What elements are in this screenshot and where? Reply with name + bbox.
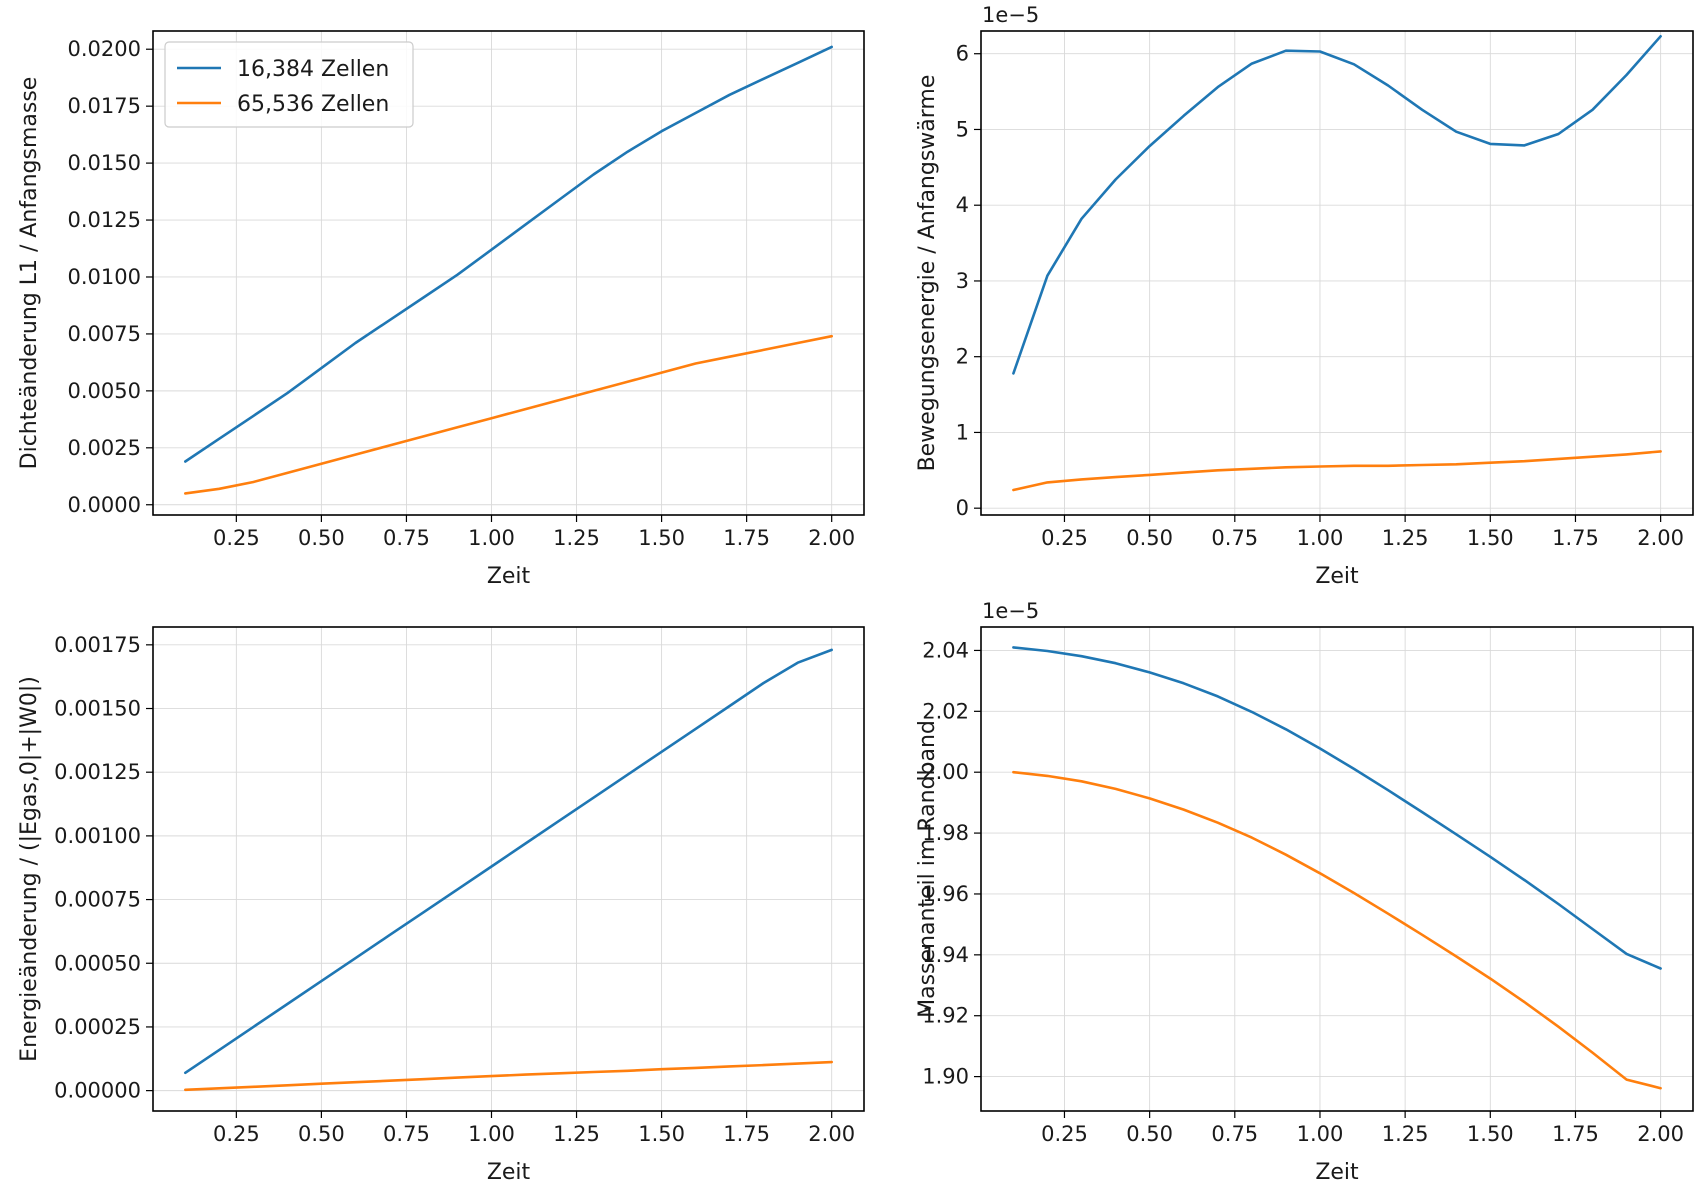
x-tick-label: 0.25 [213,1122,260,1146]
y-tick-label: 1.94 [922,943,969,967]
y-tick-label: 0.0025 [68,436,141,460]
series-line-2 [1012,770,1662,1090]
y-tick-label: 3 [956,269,969,293]
x-tick-label: 2.00 [1637,526,1684,550]
x-tick-label: 1.50 [638,526,685,550]
axes-frame [980,626,1694,1112]
x-tick-label: 1.50 [1467,526,1514,550]
y-tick-label: 0.0000 [68,493,141,517]
y-tick-label: 0.00100 [54,824,141,848]
series-line-2 [1012,450,1662,492]
x-tick-label: 1.25 [1382,526,1429,550]
y-tick-label: 0 [956,496,969,520]
x-tick-label: 1.25 [1382,1122,1429,1146]
x-axis-label: Zeit [487,1160,531,1185]
x-tick-label: 1.00 [1297,1122,1344,1146]
y-tick-label: 0.00050 [54,951,141,975]
axes-frame [152,30,865,516]
x-tick-label: 1.75 [723,526,770,550]
x-axis-label: Zeit [487,564,531,589]
x-tick-label: 2.00 [808,1122,855,1146]
x-tick-label: 0.25 [1041,526,1088,550]
x-tick-label: 2.00 [808,526,855,550]
y-tick-label: 0.00175 [54,633,141,657]
x-tick-label: 1.00 [1297,526,1344,550]
y-tick-label: 2.00 [922,760,969,784]
y-tick-label: 1.92 [922,1004,969,1028]
y-tick-label: 0.0075 [68,322,141,346]
y-offset-label: 1e−5 [982,599,1039,623]
y-tick-label: 0.00150 [54,697,141,721]
x-tick-label: 0.50 [1126,1122,1173,1146]
x-tick-label: 1.25 [553,526,600,550]
legend: 16,384 Zellen 65,536 Zellen [164,41,414,128]
y-tick-label: 0.00125 [54,760,141,784]
x-tick-label: 1.75 [723,1122,770,1146]
x-tick-label: 1.75 [1552,526,1599,550]
y-tick-label: 0.0100 [68,265,141,289]
x-tick-label: 0.75 [383,1122,430,1146]
x-tick-label: 0.75 [383,526,430,550]
x-axis-label: Zeit [1315,1160,1359,1185]
x-tick-label: 1.50 [1467,1122,1514,1146]
axes-frame [980,30,1694,516]
y-axis-label: Energieänderung / (|Egas,0|+|W0|) [17,676,42,1062]
axes-frame [152,626,865,1112]
legend-box [164,41,414,128]
y-tick-label: 0.0175 [68,94,141,118]
y-tick-label: 2.02 [922,699,969,723]
y-axis-label: Dichteänderung L1 / Anfangsmasse [17,77,42,470]
y-tick-label: 2 [956,345,969,369]
x-tick-label: 1.25 [553,1122,600,1146]
y-tick-label: 1.98 [922,821,969,845]
y-tick-label: 0.0050 [68,379,141,403]
x-tick-label: 1.00 [468,1122,515,1146]
series-line-1 [184,45,834,463]
x-axis-label: Zeit [1315,564,1359,589]
y-axis-label: Bewegungsenergie / Anfangswärme [915,75,940,472]
chart-panel-1: 0.25 0.50 0.75 1.00 1.25 1.50 1.75 2.00 0.0000 0.… [17,30,865,589]
series-line-1 [1012,34,1662,375]
y-tick-label: 0.0150 [68,151,141,175]
legend-label-2: 65,536 Zellen [237,92,389,117]
y-tick-label: 6 [956,42,969,66]
y-tick-label: 0.00075 [54,888,141,912]
x-tick-label: 1.50 [638,1122,685,1146]
x-tick-label: 1.00 [468,526,515,550]
y-tick-label: 0.0125 [68,208,141,232]
chart-panel-3: 0.25 0.50 0.75 1.00 1.25 1.50 1.75 2.00 0.00000 0… [17,626,865,1185]
x-tick-label: 0.25 [1041,1122,1088,1146]
series-line-1 [184,648,834,1075]
y-tick-label: 2.04 [922,638,969,662]
series-line-2 [184,334,834,495]
chart-panel-4: 0.25 0.50 0.75 1.00 1.25 1.50 1.75 2.00 1.90 1.92… [915,599,1694,1185]
y-offset-label: 1e−5 [982,3,1039,27]
legend-label-1: 16,384 Zellen [237,57,389,82]
x-tick-label: 0.75 [1211,526,1258,550]
y-tick-label: 0.0200 [68,37,141,61]
y-tick-label: 1 [956,420,969,444]
x-tick-label: 0.50 [298,1122,345,1146]
y-tick-label: 5 [956,117,969,141]
y-tick-label: 0.00025 [54,1015,141,1039]
series-line-2 [184,1060,834,1092]
x-tick-label: 0.75 [1211,1122,1258,1146]
y-tick-label: 1.90 [922,1065,969,1089]
x-tick-label: 0.50 [1126,526,1173,550]
x-tick-label: 1.75 [1552,1122,1599,1146]
x-tick-label: 0.50 [298,526,345,550]
y-tick-label: 1.96 [922,882,969,906]
y-tick-label: 0.00000 [54,1079,141,1103]
x-tick-label: 0.25 [213,526,260,550]
y-axis-label: Massenanteil im Randband [915,720,940,1018]
x-tick-label: 2.00 [1637,1122,1684,1146]
y-tick-label: 4 [956,193,969,217]
series-line-1 [1012,646,1662,970]
chart-panel-2: 0.25 0.50 0.75 1.00 1.25 1.50 1.75 2.00 0 1 2 3 4 5 6 Z… [915,3,1694,589]
